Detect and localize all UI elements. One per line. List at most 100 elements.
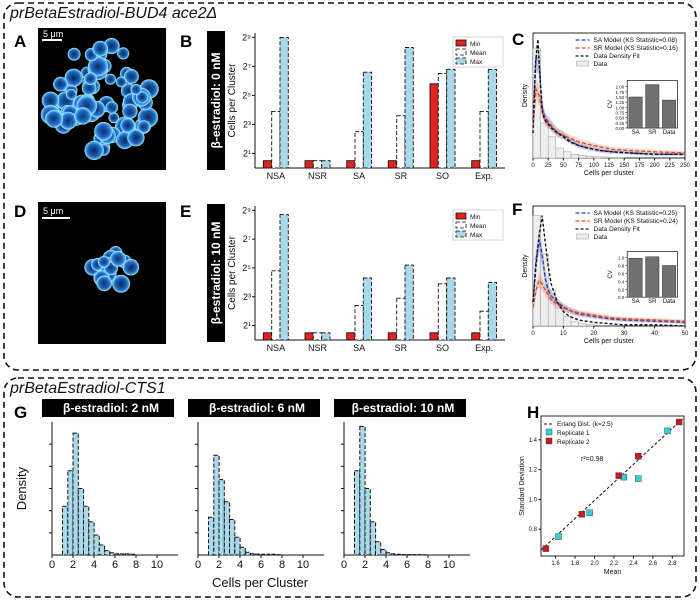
inset-x-label: Data: [663, 130, 676, 136]
histogram-bar: [98, 544, 106, 556]
subplot-title-box: [334, 399, 466, 417]
x-tick-label: Exp.: [475, 343, 493, 353]
legend-swatch: [576, 233, 589, 240]
side-label: β-estradiol: 0 nM: [209, 52, 223, 148]
x-tick-label: NSR: [308, 171, 328, 181]
inset-y-tick-label: 2.00: [615, 85, 624, 90]
histogram-bar: [88, 521, 95, 556]
bar-mean: [312, 332, 323, 341]
histogram-bar: [119, 553, 127, 556]
yeast-cell: [127, 128, 145, 147]
point-replicate-2: [615, 472, 622, 479]
inset-y-label: CV: [608, 100, 614, 108]
inset-y-tick-label: 1.75: [615, 90, 624, 95]
yeast-cell: [108, 112, 120, 124]
y-axis-label: Cells per Cluster: [227, 235, 238, 310]
x-tick-label: 1.8: [571, 561, 580, 567]
panel-letter-c: C: [512, 30, 524, 49]
bar-min: [429, 332, 439, 341]
panel-letter-e: E: [180, 202, 191, 221]
legend-label: Data Density Fit: [594, 53, 640, 60]
legend-label: Data: [594, 61, 608, 68]
histogram-bar: [390, 553, 398, 556]
bar-min: [346, 160, 356, 169]
point-replicate-1: [664, 427, 671, 435]
y-tick-label: 2⁵: [242, 90, 251, 100]
bar-mean: [396, 115, 406, 169]
panel-letter-d: D: [14, 202, 26, 221]
bar-min: [262, 332, 273, 341]
bar-mean: [437, 283, 448, 341]
inset-y-tick-label: 1.0: [618, 256, 625, 261]
x-tick-label: 150: [619, 163, 630, 169]
x-tick-label: 2: [216, 559, 222, 571]
inset-y-tick-label: 0.25: [615, 121, 624, 126]
series-line: [532, 215, 686, 327]
histogram-bar: [608, 157, 617, 159]
x-axis-label: Mean: [604, 569, 622, 576]
bar-mean: [479, 310, 489, 341]
panel-letter-h: H: [527, 403, 539, 422]
x-tick-label: 2.8: [668, 561, 677, 567]
y-tick-label: 1.0: [529, 497, 538, 503]
x-axis-label: Cells per Cluster: [212, 575, 309, 590]
y-tick-label: 2⁷: [243, 61, 251, 71]
legend-swatch: [545, 428, 553, 436]
bar-max: [321, 160, 331, 169]
histogram-bar: [369, 521, 377, 556]
legend-label: Max: [470, 232, 483, 239]
yeast-cell: [92, 40, 109, 57]
legend-swatch: [545, 437, 553, 445]
histogram-bar: [547, 136, 557, 159]
point-replicate-2: [635, 453, 642, 460]
bar-min: [387, 332, 398, 341]
chart-h: 1.6 1.8 2.0 2.2 2.4 2.6 2.8 0.8 1.0 1.2 1.4 Mean Sta…: [519, 415, 685, 576]
yeast-cell: [67, 47, 81, 61]
y-tick-label: 2¹: [243, 148, 251, 158]
bar-min: [471, 160, 481, 169]
legend-swatch: [455, 57, 467, 65]
legend-swatch: [455, 221, 467, 229]
inset-x-label: SA: [632, 130, 640, 136]
histogram-bar: [578, 155, 587, 159]
legend-label: Min: [470, 214, 481, 221]
histogram-bar: [585, 324, 595, 327]
inset-x-label: SR: [648, 130, 657, 136]
x-tick-label: 10: [443, 559, 455, 571]
bar-max: [279, 36, 289, 169]
legend-label: Min: [470, 41, 481, 48]
histogram-bar: [265, 553, 273, 556]
inset-y-tick-label: 0.0: [618, 295, 625, 300]
histogram-bar: [229, 519, 236, 556]
yeast-cell: [84, 140, 104, 161]
x-tick-label: 250: [680, 163, 691, 169]
side-label-box: [207, 31, 225, 170]
x-tick-label: 6: [112, 559, 118, 571]
inset-bar: [628, 96, 643, 129]
y-axis-label: Standard Deviation: [519, 456, 526, 516]
legend-label: Data Density Fit: [594, 226, 640, 233]
x-tick-label: 1.6: [551, 561, 560, 567]
yeast-cell: [74, 107, 92, 125]
x-axis-label: Cells per cluster: [584, 170, 635, 177]
legend-swatch: [576, 60, 589, 67]
x-tick-label: SA: [353, 343, 365, 353]
y-tick-label: 2⁵: [242, 263, 251, 273]
x-tick-label: 0: [195, 559, 201, 571]
x-tick-label: 10: [560, 331, 567, 337]
legend-label: Mean: [470, 223, 487, 230]
x-tick-label: 4: [383, 559, 389, 571]
histogram-bar: [244, 551, 252, 556]
histogram-bar: [130, 553, 137, 556]
bar-mean: [437, 73, 448, 169]
y-tick-label: 2³: [243, 119, 251, 129]
panel-letter-b: B: [180, 32, 192, 51]
x-tick-label: 2.6: [649, 561, 658, 567]
histogram-bar: [563, 316, 572, 327]
legend-swatch: [455, 39, 467, 47]
bar-mean: [271, 110, 281, 169]
fit-line: [540, 417, 685, 551]
inset-y-tick-label: 0.00: [615, 126, 624, 131]
histogram-bar: [83, 505, 90, 556]
x-tick-label: 200: [650, 163, 661, 169]
